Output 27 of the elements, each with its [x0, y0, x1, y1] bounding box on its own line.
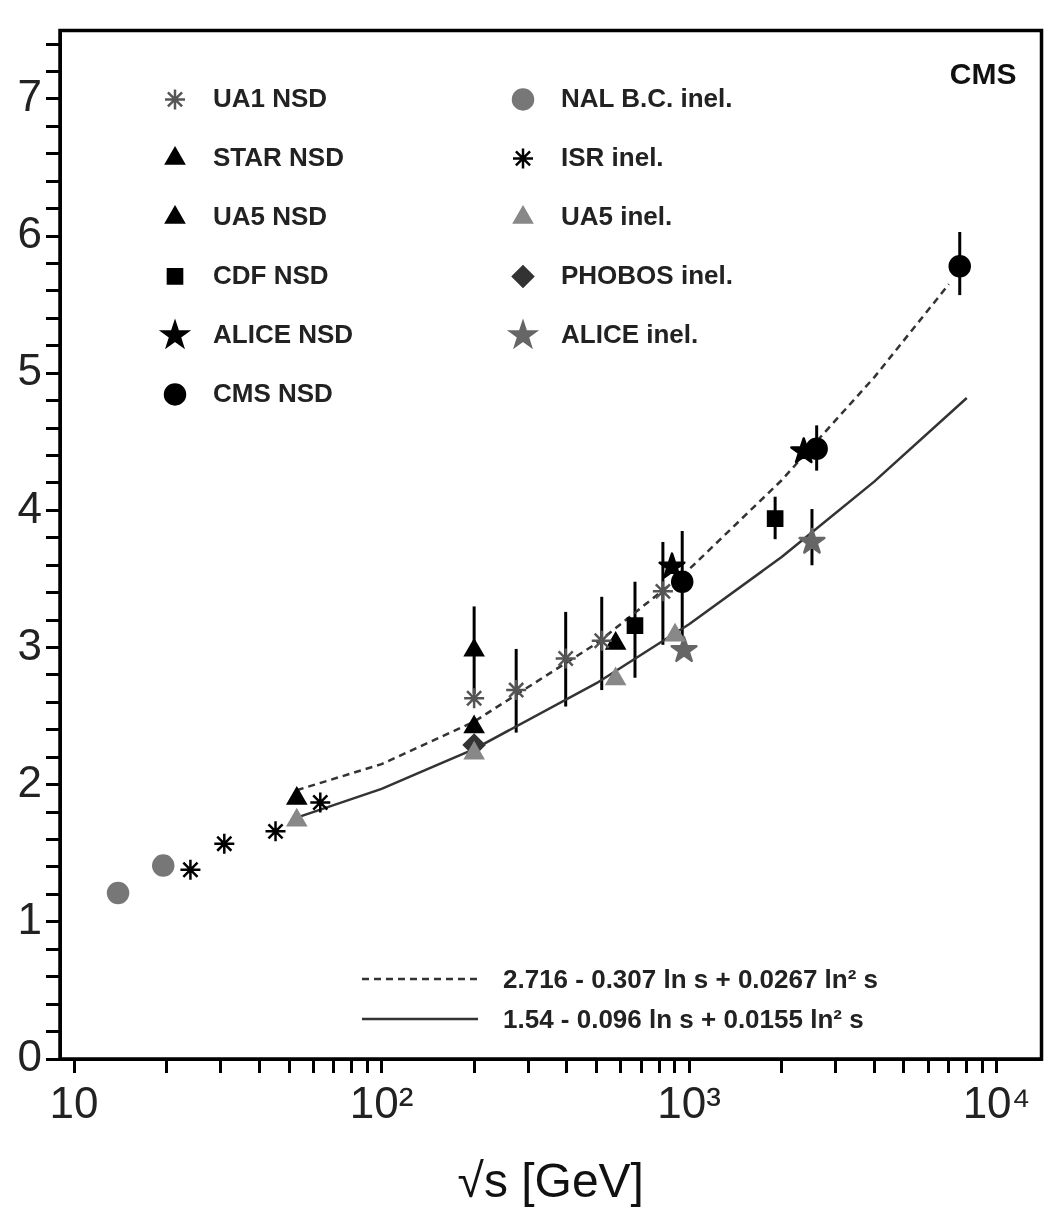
y-tick-label: 4 — [17, 482, 42, 532]
x-tick-label: 10³ — [657, 1077, 721, 1127]
legend-label: UA5 inel. — [561, 200, 673, 231]
x-tick-label: 10² — [349, 1077, 414, 1127]
y-tick-label: 6 — [17, 208, 42, 258]
y-tick-label: 7 — [17, 71, 42, 121]
legend-label: ISR inel. — [561, 141, 664, 172]
legend-label: PHOBOS inel. — [561, 259, 733, 290]
y-tick-label: 3 — [17, 619, 42, 669]
y-tick-label: 2 — [17, 756, 42, 806]
x-tick-label: 10⁴ — [962, 1077, 1031, 1127]
x-axis-title: √s [GeV] — [457, 1154, 644, 1208]
legend-label: NAL B.C. inel. — [561, 82, 733, 113]
legend-label: CDF NSD — [213, 259, 329, 290]
legend-label: 1.54 - 0.096 ln s + 0.0155 ln² s — [503, 1004, 864, 1035]
y-tick-label: 5 — [17, 345, 42, 395]
legend-label: ALICE NSD — [213, 318, 354, 349]
legend-label: CMS NSD — [213, 377, 333, 408]
legend-label: UA5 NSD — [213, 200, 328, 231]
legend-label: STAR NSD — [213, 141, 344, 172]
legend-label: ALICE inel. — [561, 318, 699, 349]
legend-label: 2.716 - 0.307 ln s + 0.0267 ln² s — [503, 964, 879, 995]
legend-label: UA1 NSD — [213, 82, 328, 113]
annotation: CMS — [949, 56, 1017, 90]
x-tick-label: 10 — [49, 1077, 99, 1127]
y-tick-label: 0 — [17, 1031, 42, 1081]
y-tick-label: 1 — [17, 893, 42, 943]
